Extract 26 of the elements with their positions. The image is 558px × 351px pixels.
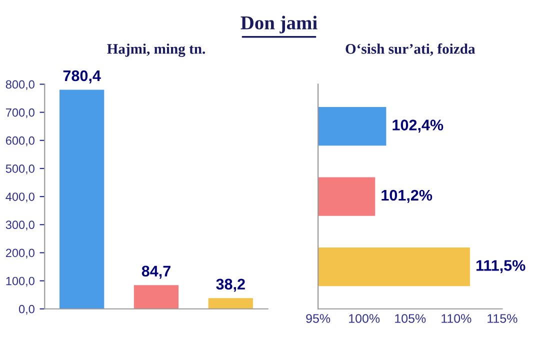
chart-title: O‘sish sur’ati, foizda [346, 43, 476, 56]
data-label: 102,4% [392, 120, 444, 133]
y-tick-label: 200,0 [6, 248, 34, 259]
y-tick-label: 400,0 [6, 192, 34, 202]
y-tick-label: 100,0 [6, 276, 34, 287]
x-tick-label: 115% [488, 314, 518, 323]
x-tick-label: 95% [306, 314, 330, 323]
bar [134, 285, 179, 309]
x-tick-label: 110% [442, 314, 472, 323]
data-label: 84,7 [142, 266, 170, 279]
data-label: 38,2 [216, 278, 245, 292]
y-tick-label: 500,0 [6, 164, 34, 174]
x-tick-label: 105% [395, 314, 426, 323]
chart-title: Hajmi, ming tn. [107, 44, 206, 57]
text: Don jami [240, 16, 318, 34]
data-label: 101,2% [382, 190, 432, 203]
y-tick-label: 800,0 [6, 80, 34, 90]
y-tick-label: 300,0 [6, 220, 34, 230]
y-tick-label: 700,0 [6, 108, 34, 118]
bar [208, 298, 253, 309]
bar [60, 90, 104, 309]
data-label: 780,4 [63, 70, 101, 84]
y-tick-label: 600,0 [6, 136, 34, 146]
y-tick-label: 0,0 [18, 304, 34, 315]
data-label: 111,5% [476, 260, 526, 274]
x-tick-label: 100% [349, 314, 380, 323]
